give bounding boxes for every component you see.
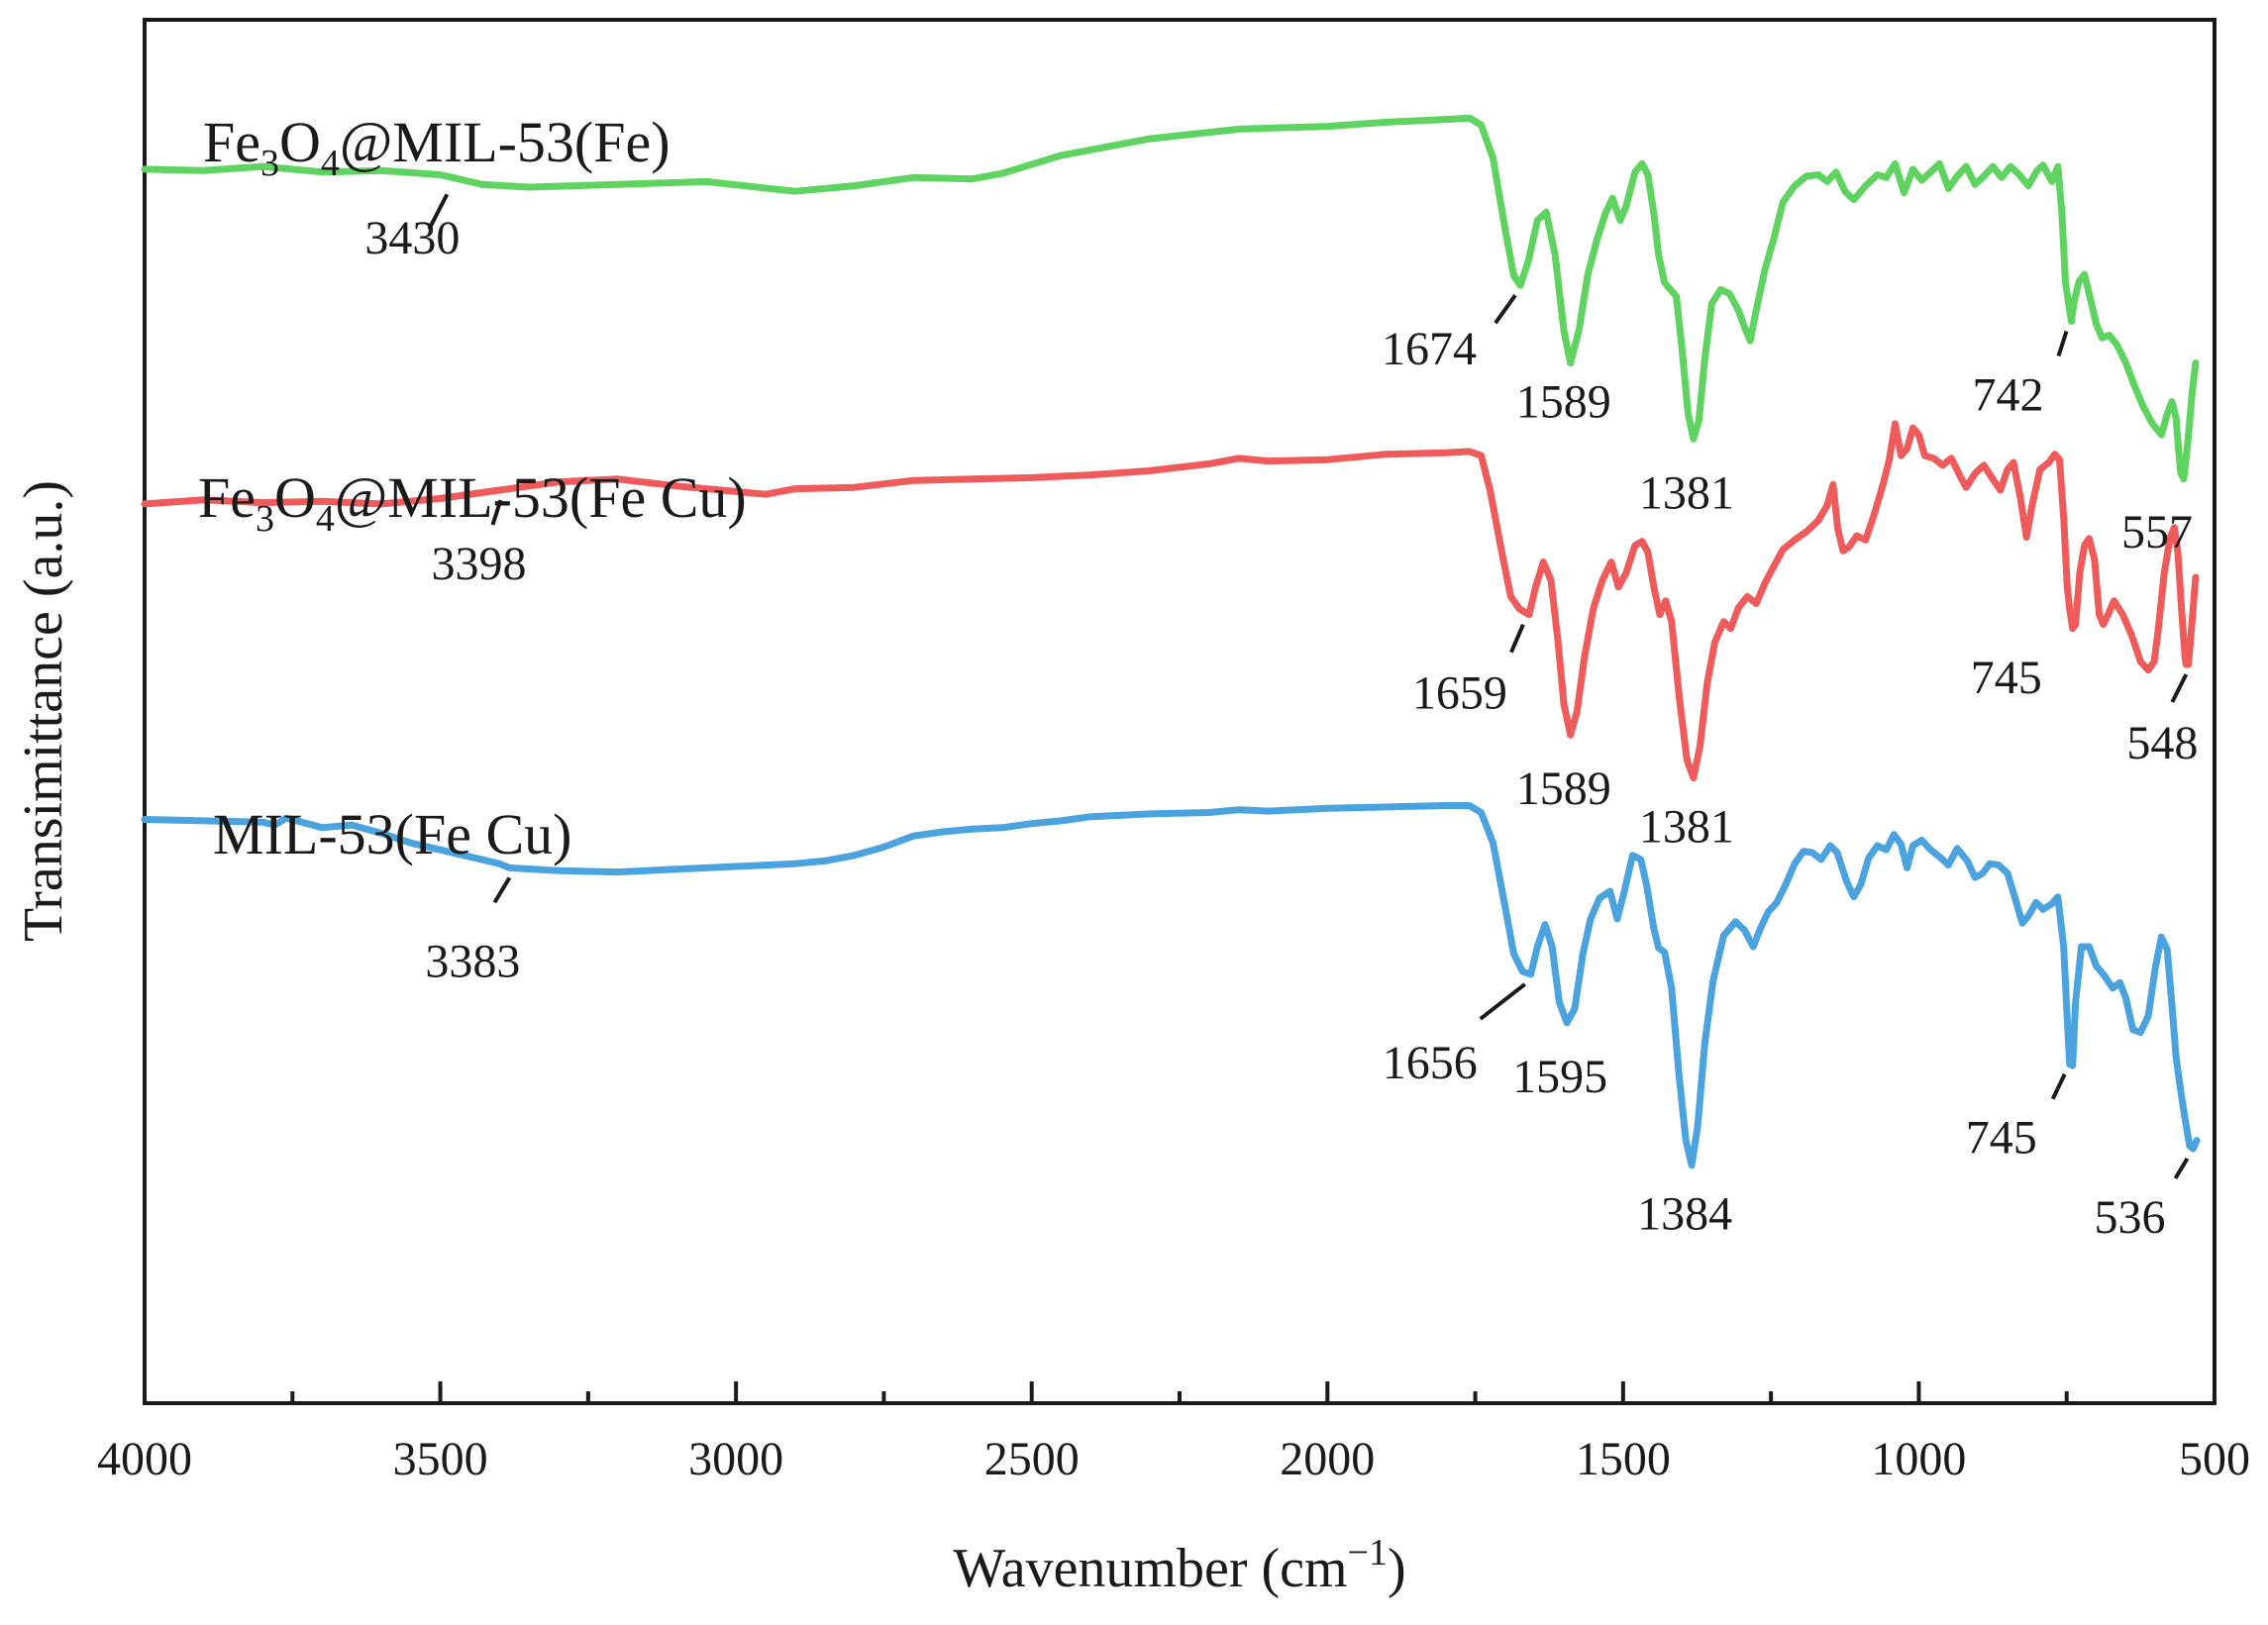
peak-leader-line — [2050, 1072, 2067, 1100]
x-tick-label: 1500 — [1576, 1433, 1671, 1485]
label-subscript: 4 — [316, 498, 335, 540]
peak-label-3398: 3398 — [431, 538, 526, 590]
series-label-fe3o4-mil53-fe: Fe3O4@MIL-53(Fe) — [203, 110, 670, 184]
peak-label-536: 536 — [2095, 1191, 2166, 1244]
peak-leader-line — [427, 193, 450, 231]
peak-label-1589: 1589 — [1516, 762, 1611, 815]
x-axis-title: Wavenumber (cm−1) — [953, 1532, 1405, 1599]
peak-leader-line — [490, 499, 503, 526]
peak-label-1659: 1659 — [1412, 667, 1507, 720]
x-tick-label: 3500 — [393, 1433, 488, 1485]
peak-leader-line — [2173, 1157, 2190, 1179]
label-subscript: 3 — [260, 143, 279, 184]
y-axis-title: Transimittance (a.u.) — [13, 480, 74, 942]
peak-label-3430: 3430 — [364, 212, 460, 264]
x-tick-label: 2000 — [1280, 1433, 1375, 1485]
series-line-fe3o4-mil53-fecu — [141, 420, 2200, 782]
peak-leader-line — [492, 876, 512, 904]
label-text: @MIL-53(Fe Cu) — [335, 465, 747, 530]
label-text: O — [274, 465, 316, 530]
peak-label-745: 745 — [1966, 1112, 2037, 1165]
peak-label-548: 548 — [2126, 717, 2198, 769]
series-line-fe3o4-mil53-fe — [141, 114, 2200, 483]
x-tick-label: 3000 — [688, 1433, 783, 1485]
x-axis-ticks: 4000 3500 3000 2500 2000 1500 1000 500 — [97, 1381, 2250, 1485]
peak-label-1589: 1589 — [1516, 375, 1611, 428]
peak-label-1595: 1595 — [1512, 1051, 1607, 1103]
peak-leader-line — [2056, 330, 2069, 357]
x-tick-label: 2500 — [984, 1433, 1080, 1485]
peak-leader-line — [1479, 982, 1526, 1021]
label-subscript: 4 — [321, 143, 340, 184]
peak-label-3383: 3383 — [425, 935, 520, 987]
x-tick-label: 4000 — [97, 1433, 192, 1485]
label-text: Fe — [198, 465, 256, 530]
x-tick-label: 500 — [2179, 1433, 2250, 1485]
label-text: Fe — [203, 110, 260, 174]
label-text: @MIL-53(Fe) — [340, 110, 670, 174]
peak-annotations: 3430167415891381742557339816591589138174… — [364, 193, 2198, 1244]
label-subscript: 3 — [256, 498, 274, 540]
series-labels: Fe3O4@MIL-53(Fe)Fe3O4@MIL-53(Fe Cu)MIL-5… — [198, 110, 747, 866]
peak-label-1674: 1674 — [1382, 323, 1477, 375]
peak-label-1384: 1384 — [1637, 1188, 1732, 1241]
peak-label-557: 557 — [2121, 506, 2193, 559]
peak-label-742: 742 — [1972, 369, 2043, 422]
label-text: O — [279, 110, 321, 174]
peak-label-1381: 1381 — [1639, 466, 1734, 519]
series-label-fe3o4-mil53-fecu: Fe3O4@MIL-53(Fe Cu) — [198, 465, 747, 540]
peak-label-1656: 1656 — [1383, 1037, 1478, 1089]
peak-leader-line — [2170, 673, 2189, 703]
series-line-mil53-fecu — [141, 802, 2201, 1169]
peak-label-745: 745 — [1971, 652, 2042, 704]
x-tick-label: 1000 — [1871, 1433, 1966, 1485]
series-label-mil53-fecu: MIL-53(Fe Cu) — [213, 802, 571, 866]
peak-leader-line — [1494, 294, 1517, 325]
peak-leader-line — [1509, 623, 1525, 654]
series-layer — [141, 114, 2201, 1169]
peak-label-1381: 1381 — [1639, 801, 1734, 854]
